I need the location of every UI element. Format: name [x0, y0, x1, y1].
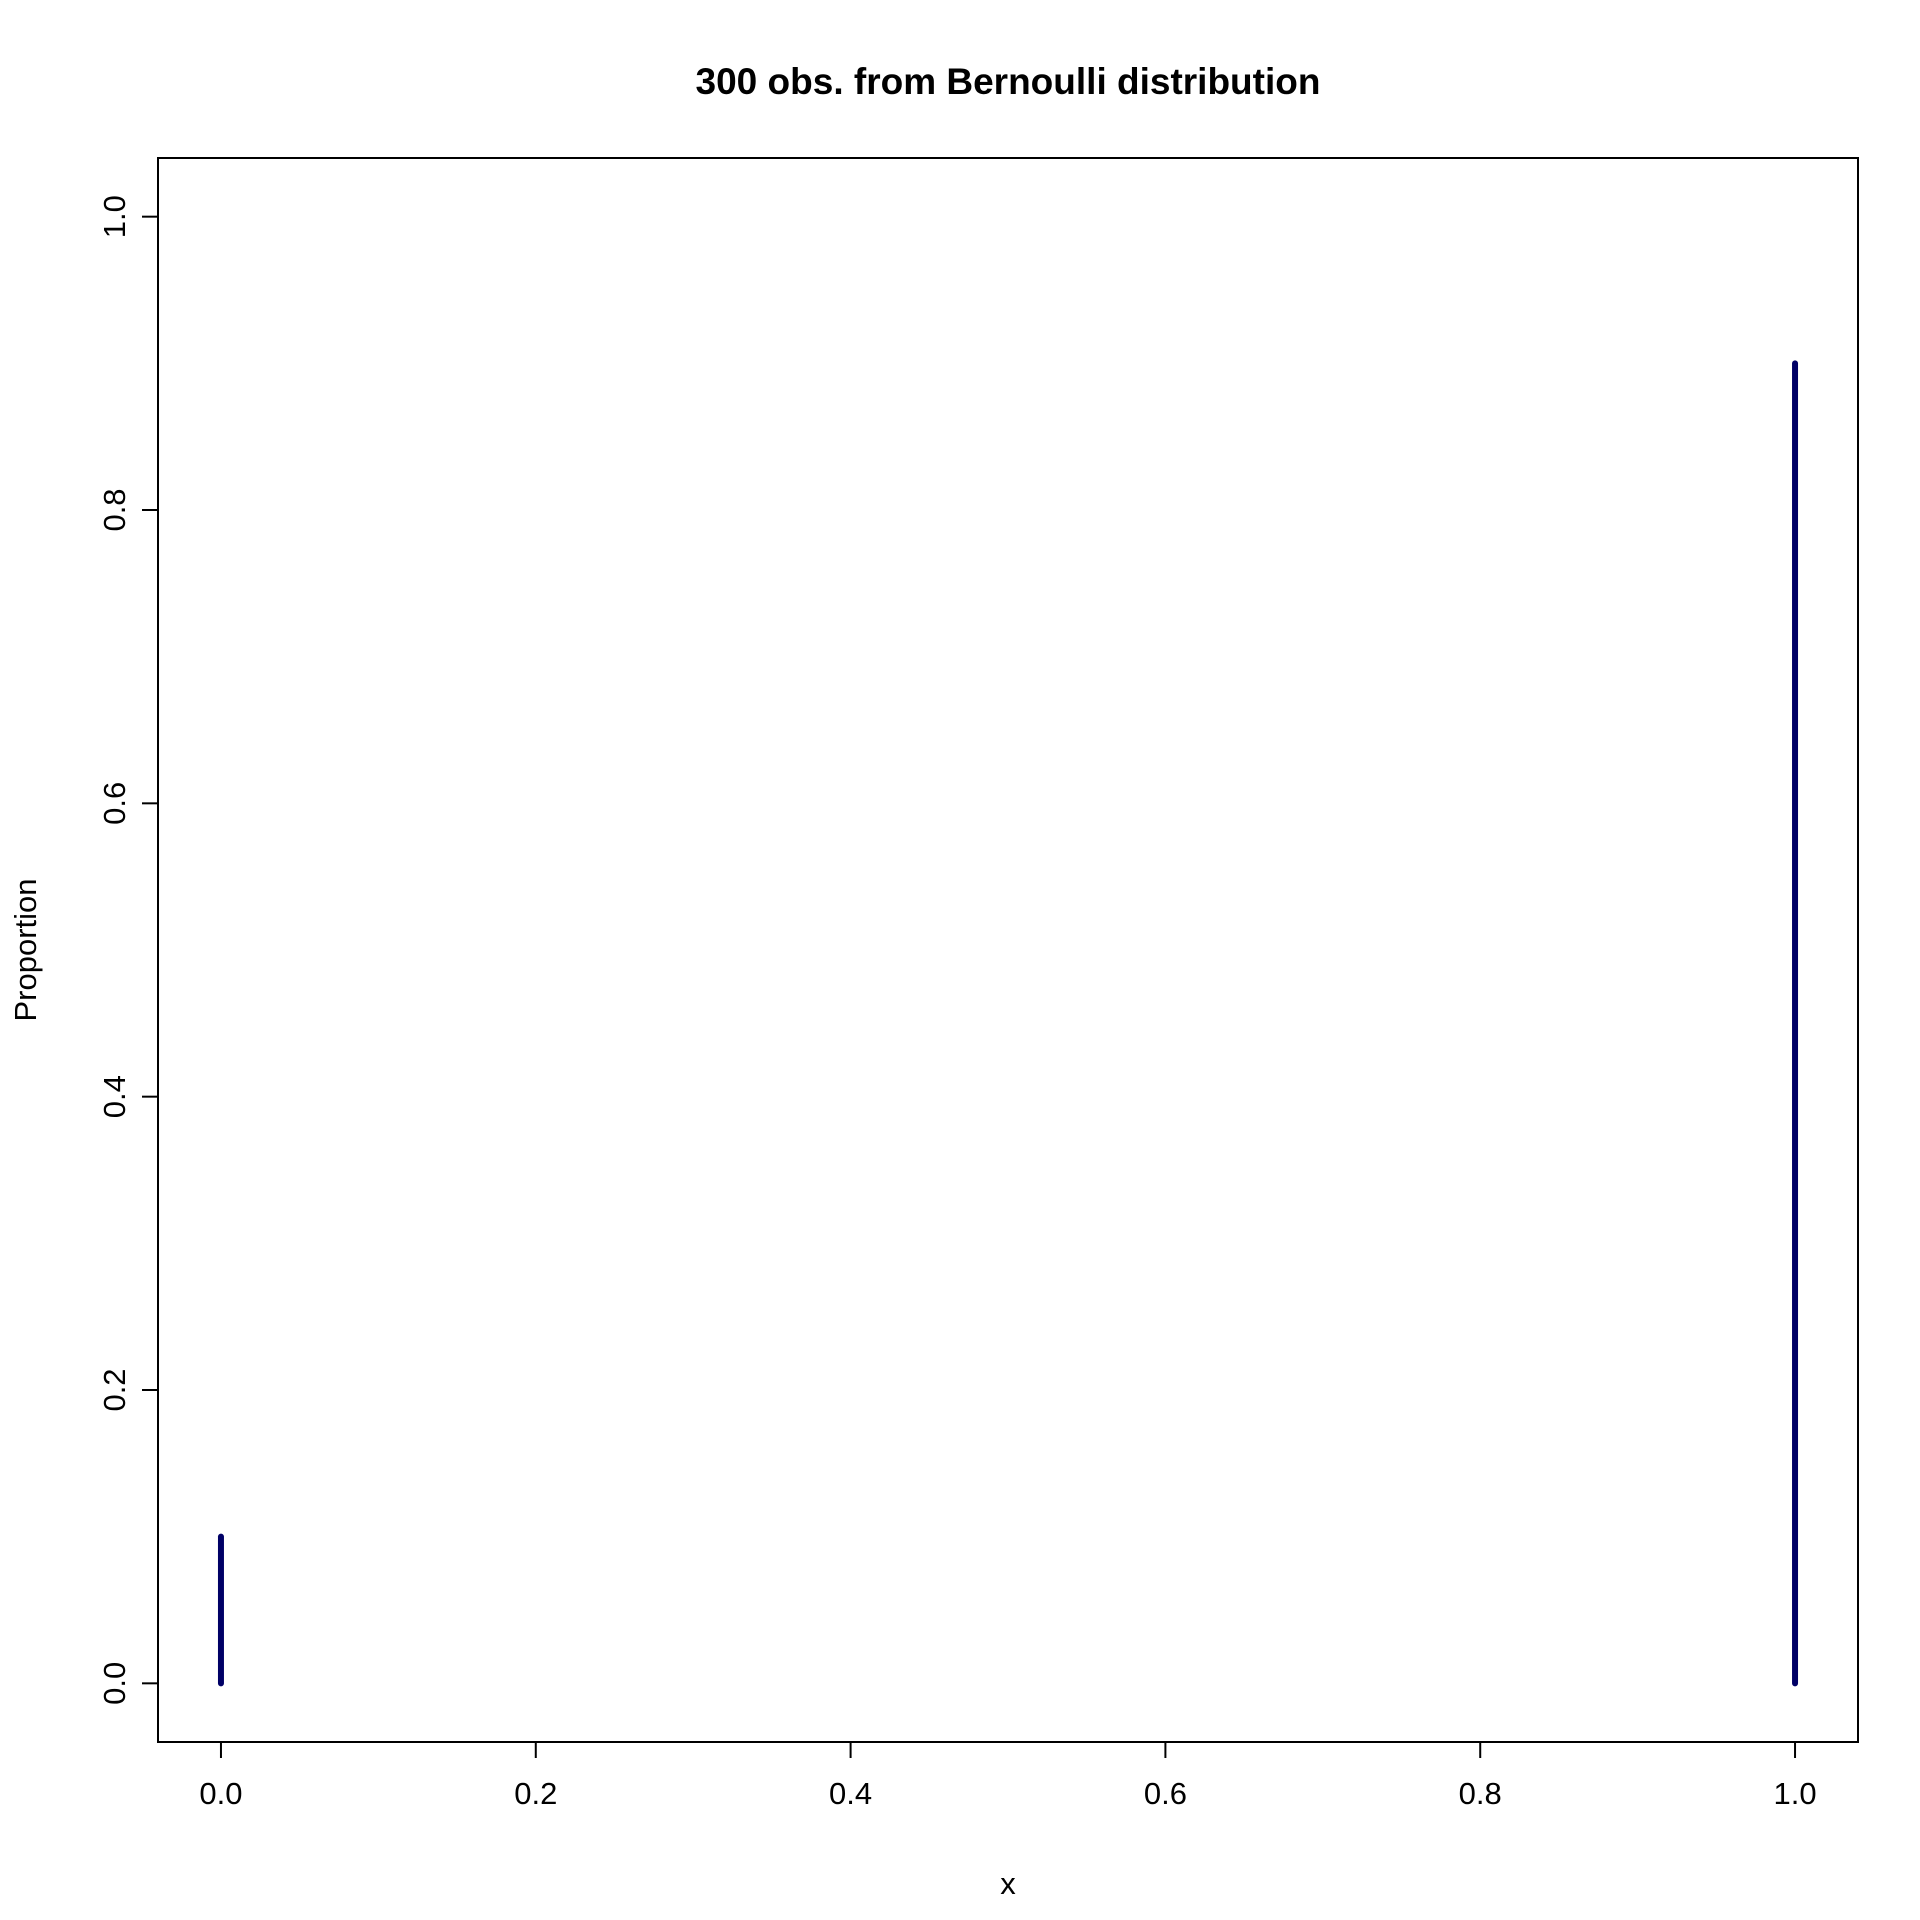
x-axis-label: x — [1000, 1866, 1016, 1901]
y-axis-label: Proportion — [8, 878, 43, 1021]
bars — [217, 360, 1799, 1687]
x-tick-label: 0.6 — [1144, 1776, 1187, 1811]
x-axis: 0.0 0.2 0.4 0.6 0.8 1.0 — [199, 1741, 1817, 1811]
y-axis: 0.0 0.2 0.4 0.6 0.8 1.0 — [97, 195, 159, 1705]
y-tick-label: 0.8 — [97, 488, 132, 531]
y-tick-label: 0.0 — [97, 1662, 132, 1705]
x-tick-label: 0.2 — [514, 1776, 557, 1811]
y-tick-label: 1.0 — [97, 195, 132, 238]
x-tick-label: 1.0 — [1773, 1776, 1816, 1811]
chart-title: 300 obs. from Bernoulli distribution — [696, 61, 1321, 102]
y-tick-label: 0.6 — [97, 782, 132, 825]
x-tick-label: 0.0 — [199, 1776, 242, 1811]
x-tick-label: 0.8 — [1459, 1776, 1502, 1811]
x-tick-label: 0.4 — [829, 1776, 872, 1811]
y-tick-label: 0.2 — [97, 1368, 132, 1411]
y-tick-label: 0.4 — [97, 1075, 132, 1118]
